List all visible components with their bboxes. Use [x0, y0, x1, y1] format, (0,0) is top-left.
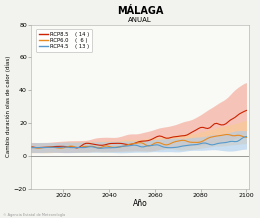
Legend: RCP8.5    ( 14 ), RCP6.0    (  6 ), RCP4.5    ( 13 ): RCP8.5 ( 14 ), RCP6.0 ( 6 ), RCP4.5 ( 13… [36, 29, 92, 52]
Title: MÁLAGA: MÁLAGA [117, 5, 163, 15]
Text: © Agencia Estatal de Meteorología: © Agencia Estatal de Meteorología [3, 213, 65, 217]
Text: ANUAL: ANUAL [128, 17, 152, 23]
X-axis label: Año: Año [133, 199, 147, 208]
Y-axis label: Cambio duración olas de calor (días): Cambio duración olas de calor (días) [5, 56, 11, 157]
